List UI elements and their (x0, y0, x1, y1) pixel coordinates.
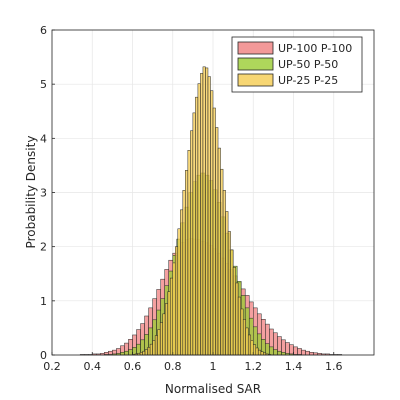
histogram-bar (185, 170, 189, 356)
histogram-bar (297, 348, 302, 356)
histogram-bar (149, 343, 153, 356)
histogram-bar (230, 249, 234, 356)
histogram-bar (289, 344, 294, 356)
legend: UP-100 P-100 UP-50 P-50 UP-25 P-25 (231, 36, 363, 93)
y-tick-label: 0 (40, 349, 47, 362)
x-tick-label: 1.4 (285, 360, 303, 373)
bars (79, 66, 343, 356)
histogram-bar (277, 350, 282, 356)
x-axis-label: Normalised SAR (165, 382, 261, 396)
histogram-bar (235, 282, 239, 356)
histogram-bar (192, 112, 196, 356)
histogram-bar (301, 349, 306, 356)
histogram-bar (210, 90, 214, 356)
histogram-bar (309, 352, 314, 356)
x-tick-label: 1.2 (245, 360, 263, 373)
x-tick-label: 0.4 (84, 360, 102, 373)
histogram-bar (164, 303, 168, 356)
histogram-bar (240, 308, 244, 356)
histogram-bar (273, 349, 278, 356)
y-tick-label: 6 (40, 24, 47, 37)
histogram-bar (152, 340, 156, 356)
histogram-bar (215, 127, 219, 356)
ticks: 0.2 0.4 0.6 0.8 1 1.2 1.4 1.6 0 1 2 3 4 5 6 (40, 24, 343, 373)
histogram-bar (220, 168, 224, 356)
x-tick-label: 0.6 (124, 360, 142, 373)
y-tick-label: 1 (40, 295, 47, 308)
histogram-bar (225, 211, 229, 356)
histogram-bar (269, 346, 274, 356)
histogram-bar (212, 107, 216, 356)
histogram-bar (255, 347, 259, 356)
histogram-bar (197, 83, 201, 356)
histogram-bar (200, 73, 204, 356)
legend-swatch-up50 (237, 57, 274, 71)
histogram-bar (182, 190, 186, 356)
histogram-bar (227, 231, 231, 356)
legend-swatch-up25 (237, 73, 274, 87)
x-tick-label: 0.2 (43, 360, 61, 373)
histogram-bar (167, 291, 171, 356)
legend-swatch-up100 (237, 41, 274, 55)
legend-label-up100: UP-100 P-100 (278, 42, 352, 55)
legend-label-up25: UP-25 P-25 (278, 74, 338, 87)
histogram-bar (120, 352, 125, 356)
x-tick-label: 1 (210, 360, 217, 373)
histogram-bar (190, 130, 194, 356)
histogram-bar (281, 352, 286, 356)
histogram-bar (232, 267, 236, 356)
x-tick-label: 0.8 (164, 360, 182, 373)
histogram-bar (147, 347, 151, 356)
histogram-bar (172, 262, 176, 356)
histogram-bar (245, 327, 249, 356)
histogram-bar (159, 322, 163, 356)
histogram-bar (205, 67, 209, 356)
histogram-bar (305, 350, 310, 356)
histogram-bar (222, 190, 226, 356)
x-tick-label: 1.6 (325, 360, 343, 373)
histogram-bar (247, 334, 251, 356)
y-tick-label: 4 (40, 132, 47, 145)
histogram-bar (260, 351, 264, 356)
histogram-bar (169, 277, 173, 356)
histogram-bar (162, 313, 166, 356)
histogram-bar (177, 228, 181, 356)
histogram-bar (144, 349, 148, 356)
histogram-bar (139, 352, 143, 356)
histogram-bar (154, 335, 158, 356)
histogram-bar (258, 349, 262, 356)
y-axis-label: Probability Density (24, 136, 38, 249)
histogram-bar (187, 150, 191, 356)
histogram-bar (124, 350, 129, 356)
histogram-bar (157, 329, 161, 356)
histogram-bar (180, 209, 184, 356)
y-tick-label: 5 (40, 78, 47, 91)
histogram-bar (195, 96, 199, 356)
histogram-bar (175, 246, 179, 356)
histogram-bar (217, 147, 221, 356)
histogram-bar (202, 66, 206, 356)
histogram-bar (293, 346, 298, 356)
histogram-bar (242, 319, 246, 356)
histogram-bar (142, 350, 146, 356)
y-tick-label: 3 (40, 187, 47, 200)
histogram-bar (237, 296, 241, 356)
legend-label-up50: UP-50 P-50 (278, 58, 338, 71)
histogram-bar (207, 76, 211, 356)
y-tick-label: 2 (40, 241, 47, 254)
histogram-bar (128, 349, 133, 356)
